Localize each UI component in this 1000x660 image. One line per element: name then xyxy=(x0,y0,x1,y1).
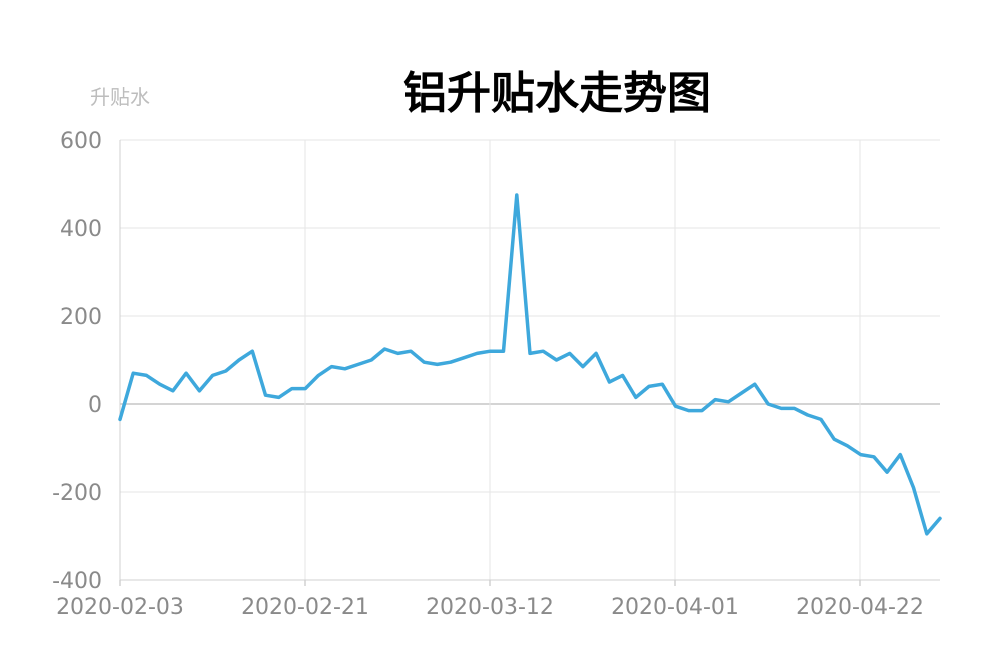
x-tick-label: 2020-04-22 xyxy=(796,595,924,620)
data-point xyxy=(515,194,518,197)
y-tick-labels: 600 400 200 0 -200 -400 xyxy=(52,129,102,594)
data-point xyxy=(793,407,796,410)
data-point xyxy=(595,352,598,355)
data-point xyxy=(568,352,571,355)
data-point xyxy=(899,453,902,456)
y-tick-label: 600 xyxy=(60,129,102,154)
data-point xyxy=(277,396,280,399)
data-point xyxy=(806,414,809,417)
x-tick-label: 2020-02-03 xyxy=(56,595,184,620)
data-point xyxy=(383,348,386,351)
data-point xyxy=(436,363,439,366)
data-point xyxy=(581,365,584,368)
data-point xyxy=(489,350,492,353)
data-point xyxy=(674,405,677,408)
data-point xyxy=(727,400,730,403)
data-point xyxy=(780,407,783,410)
data-point xyxy=(423,361,426,364)
data-point xyxy=(449,361,452,364)
data-point xyxy=(529,352,532,355)
data-point xyxy=(740,392,743,395)
data-point xyxy=(224,370,227,373)
series-line xyxy=(118,193,942,536)
data-point xyxy=(608,381,611,384)
data-point xyxy=(462,356,465,359)
data-point xyxy=(846,444,849,447)
x-tick-label: 2020-02-21 xyxy=(241,595,369,620)
data-point xyxy=(317,374,320,377)
data-point xyxy=(290,387,293,390)
data-point xyxy=(410,350,413,353)
data-point xyxy=(833,438,836,441)
data-point xyxy=(264,394,267,397)
data-point xyxy=(714,398,717,401)
data-point xyxy=(634,396,637,399)
data-point xyxy=(132,372,135,375)
chart-title: 铝升贴水走势图 xyxy=(403,68,711,119)
data-point xyxy=(476,352,479,355)
data-point xyxy=(687,409,690,412)
series-group xyxy=(118,193,942,536)
data-point xyxy=(753,383,756,386)
data-point xyxy=(648,385,651,388)
data-point xyxy=(304,387,307,390)
data-point xyxy=(251,350,254,353)
data-point xyxy=(820,418,823,421)
data-point xyxy=(912,486,915,489)
data-point xyxy=(767,403,770,406)
y-tick-label: -200 xyxy=(52,481,102,506)
data-point xyxy=(171,389,174,392)
y-tick-label: -400 xyxy=(52,569,102,594)
y-tick-label: 0 xyxy=(88,393,102,418)
data-point xyxy=(542,350,545,353)
data-point xyxy=(621,374,624,377)
data-point xyxy=(872,455,875,458)
y-tick-label: 200 xyxy=(60,305,102,330)
data-point xyxy=(502,350,505,353)
data-point xyxy=(396,352,399,355)
data-point xyxy=(158,383,161,386)
data-point xyxy=(238,359,241,362)
x-tick-labels: 2020-02-03 2020-02-21 2020-03-12 2020-04-01… xyxy=(56,595,924,620)
data-point xyxy=(185,372,188,375)
gridlines xyxy=(120,139,940,581)
data-point xyxy=(886,471,889,474)
x-tick-label: 2020-03-12 xyxy=(426,595,554,620)
data-point xyxy=(859,453,862,456)
y-tick-label: 400 xyxy=(60,217,102,242)
data-point xyxy=(357,363,360,366)
data-point xyxy=(145,374,148,377)
data-point xyxy=(700,409,703,412)
data-point xyxy=(370,359,373,362)
data-point xyxy=(119,418,122,421)
data-point xyxy=(211,374,214,377)
data-point xyxy=(925,532,928,535)
axes xyxy=(119,140,940,586)
data-point xyxy=(661,383,664,386)
data-point xyxy=(555,359,558,362)
x-tick-label: 2020-04-01 xyxy=(611,595,739,620)
data-point xyxy=(343,367,346,370)
data-point xyxy=(939,517,942,520)
data-point xyxy=(330,365,333,368)
y-axis-label: 升贴水 xyxy=(90,85,150,109)
data-point xyxy=(198,389,201,392)
